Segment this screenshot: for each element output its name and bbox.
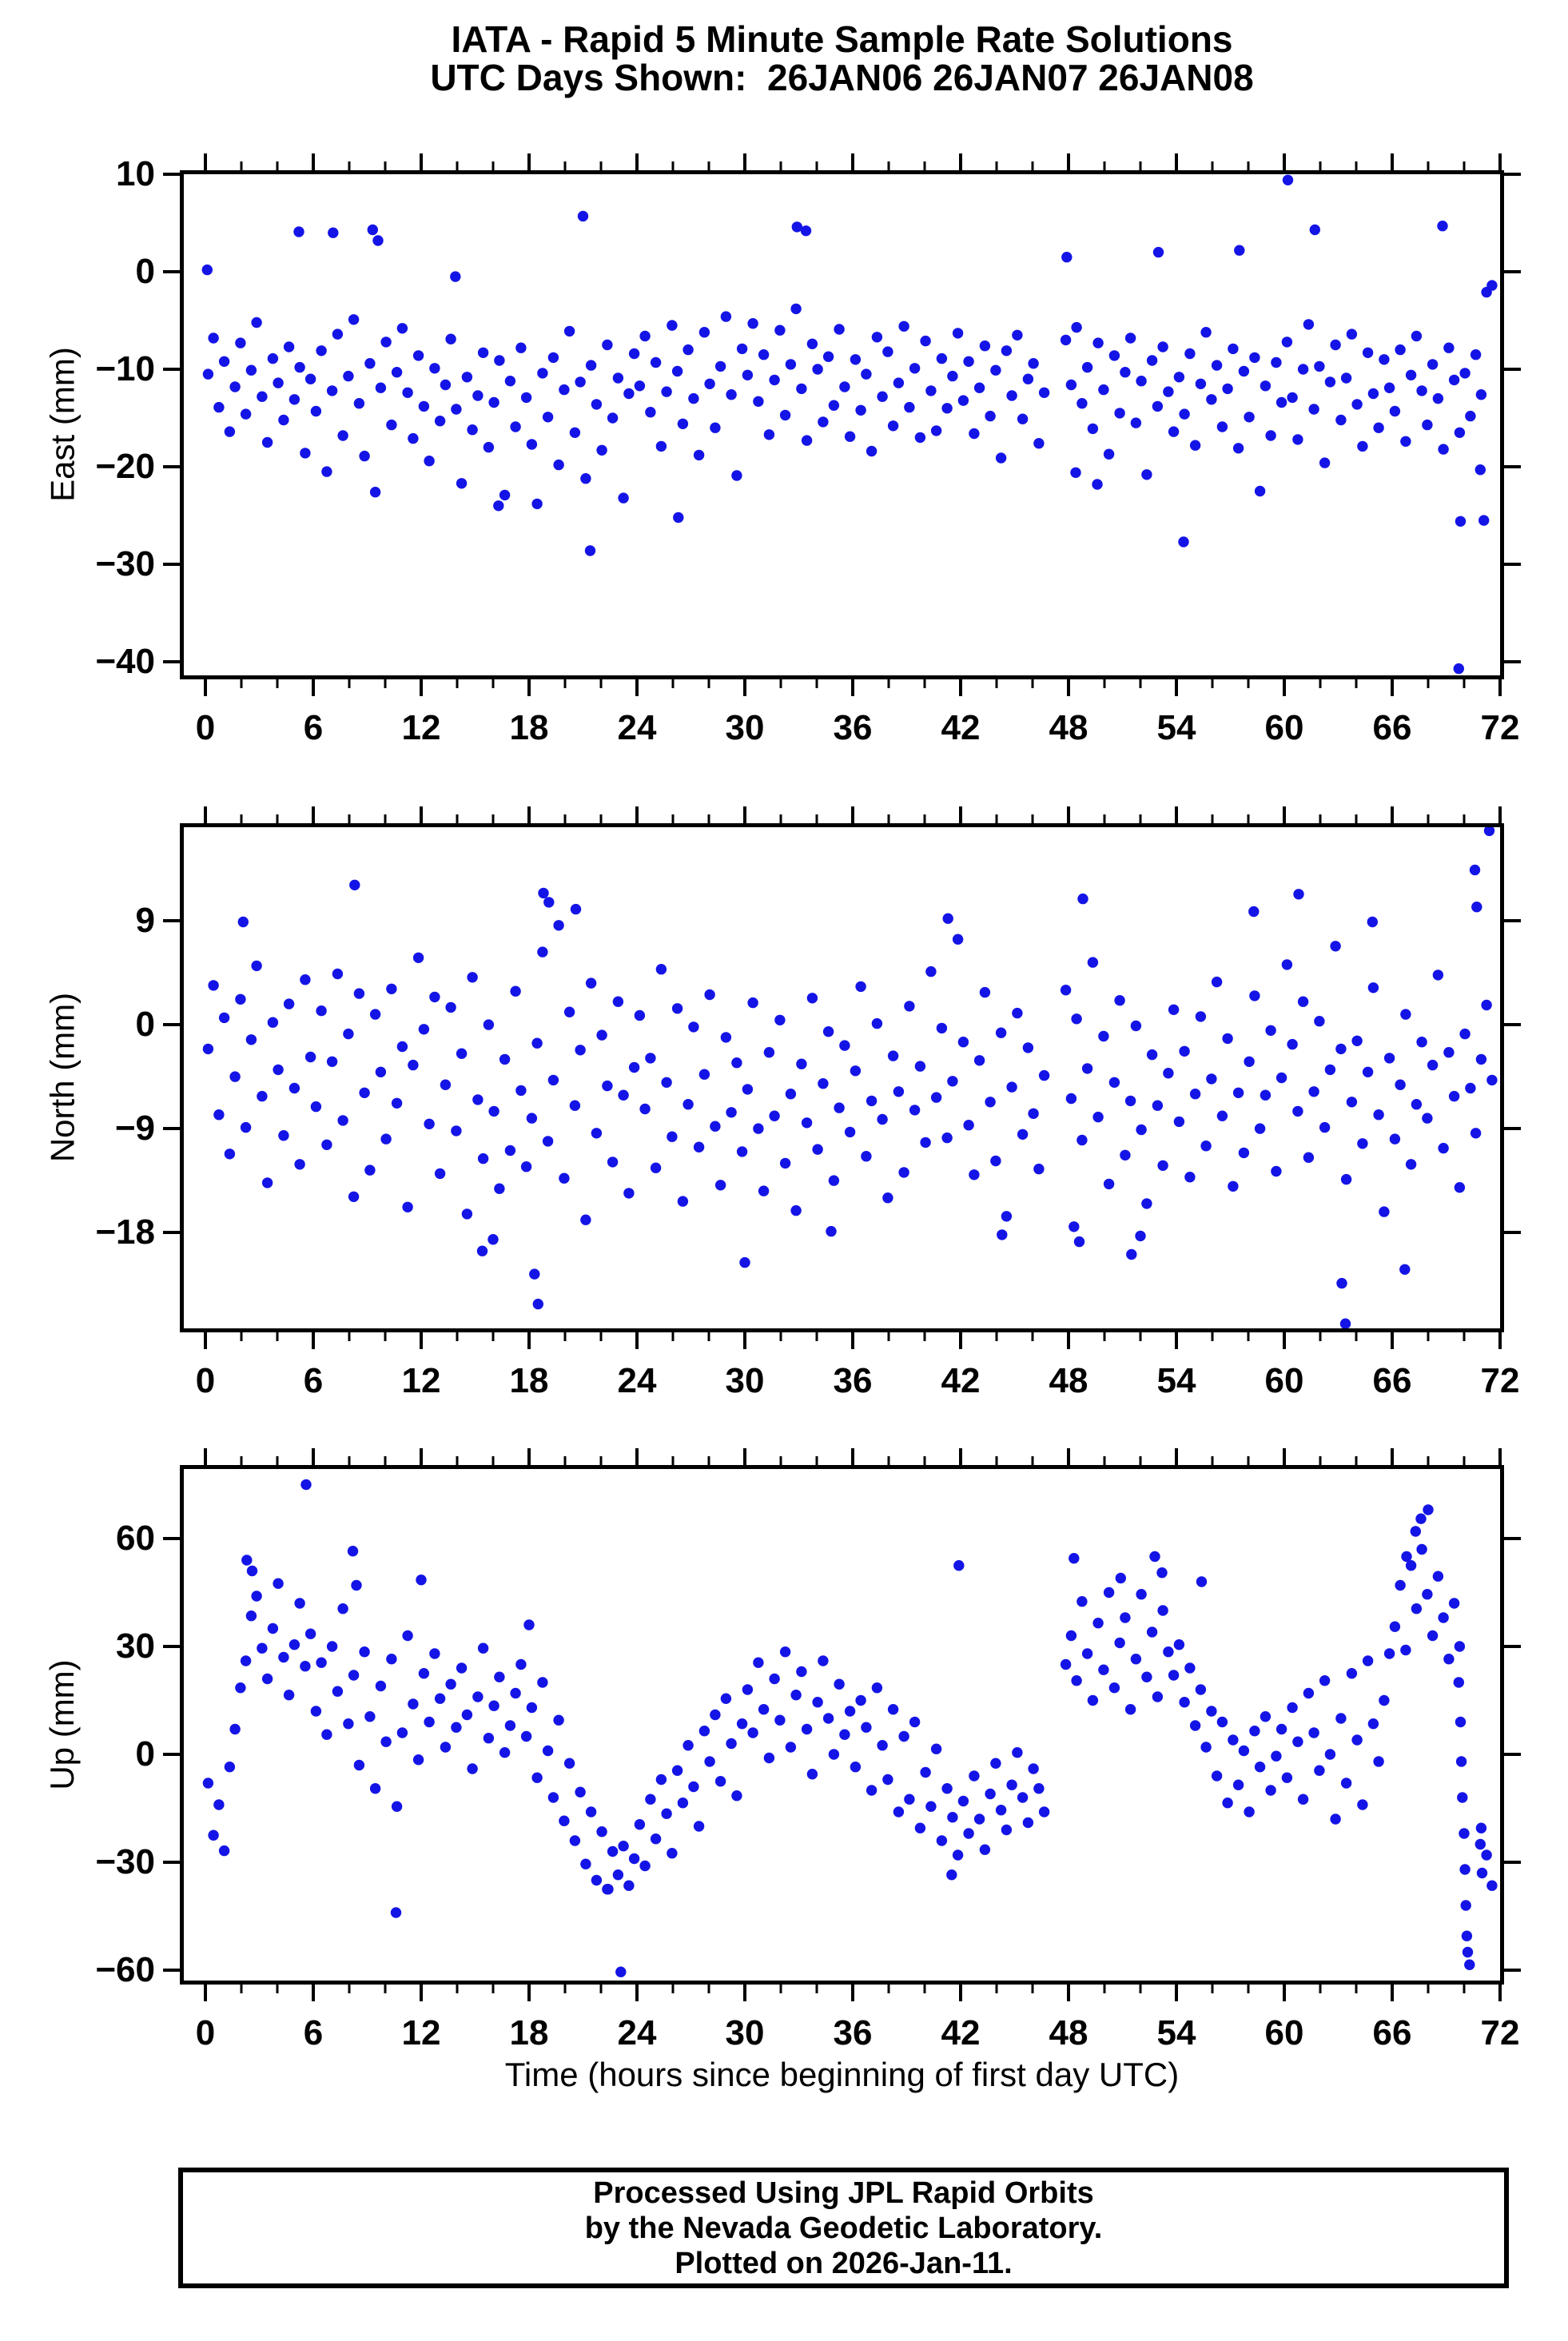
footer-line-1: Processed Using JPL Rapid Orbits [593,2176,1094,2210]
y-tick-label: −9 [114,1109,155,1149]
x-tick-label: 60 [1264,1361,1304,1400]
x-tick-label: 42 [941,2013,981,2052]
x-tick-label: 42 [941,708,981,747]
y-tick-label: −40 [95,642,155,682]
chart-title-line-1: IATA - Rapid 5 Minute Sample Rate Soluti… [451,18,1233,60]
x-tick-label: 36 [833,1361,873,1400]
east-scatter-svg [163,153,1521,696]
y-tick-label: 0 [135,1734,155,1774]
x-tick-label: 12 [401,1361,441,1400]
east-y-axis-label: East (mm) [43,347,82,502]
x-tick-label: 18 [509,708,549,747]
x-axis-title: Time (hours since beginning of first day… [504,2056,1180,2093]
x-tick-label: 12 [401,2013,441,2052]
north-y-axis-label: North (mm) [43,992,82,1163]
x-tick-label: 0 [195,2013,216,2052]
y-tick-label: −10 [95,349,155,389]
x-tick-label: 24 [617,1361,657,1400]
y-tick-label: −30 [95,1841,155,1881]
x-tick-label: 0 [195,708,216,747]
x-tick-label: 66 [1372,2013,1412,2052]
x-tick-label: 6 [303,2013,324,2052]
y-tick-label: −60 [95,1949,155,1989]
x-tick-label: 72 [1480,2013,1520,2052]
y-tick-label: 10 [116,154,155,193]
chart-title-line-2: UTC Days Shown: 26JAN06 26JAN07 26JAN08 [430,57,1254,98]
up-scatter-svg [163,1448,1521,2001]
y-tick-label: −30 [95,544,155,584]
footer-line-3: Plotted on 2026-Jan-11. [675,2246,1013,2280]
x-tick-label: 72 [1480,708,1520,747]
x-tick-label: 6 [303,708,324,747]
y-tick-label: −18 [95,1212,155,1252]
x-tick-label: 6 [303,1361,324,1400]
footer-line-2: by the Nevada Geodetic Laboratory. [584,2211,1103,2245]
x-tick-label: 48 [1049,1361,1088,1400]
x-tick-label: 24 [617,2013,657,2052]
y-tick-label: 30 [116,1626,155,1666]
x-tick-label: 66 [1372,1361,1412,1400]
x-tick-label: 30 [725,708,765,747]
x-tick-label: 18 [509,1361,549,1400]
x-tick-label: 66 [1372,708,1412,747]
x-tick-label: 30 [725,2013,765,2052]
x-tick-label: 12 [401,708,441,747]
x-tick-label: 54 [1156,1361,1196,1400]
x-tick-label: 48 [1049,2013,1088,2052]
x-tick-label: 72 [1480,1361,1520,1400]
x-tick-label: 0 [195,1361,216,1400]
x-tick-label: 36 [833,2013,873,2052]
x-tick-label: 24 [617,708,657,747]
y-tick-label: 0 [135,252,155,291]
y-tick-label: 0 [135,1005,155,1045]
x-tick-label: 42 [941,1361,981,1400]
x-tick-label: 18 [509,2013,549,2052]
north-scatter-svg [163,806,1521,1349]
x-tick-label: 54 [1156,708,1196,747]
footer-box: Processed Using JPL Rapid Orbits by the … [178,2168,1509,2288]
y-tick-label: 60 [116,1518,155,1558]
x-tick-label: 30 [725,1361,765,1400]
y-tick-label: 9 [135,901,155,941]
x-tick-label: 60 [1264,708,1304,747]
x-tick-label: 60 [1264,2013,1304,2052]
y-tick-label: −20 [95,447,155,487]
x-tick-label: 36 [833,708,873,747]
x-tick-label: 54 [1156,2013,1196,2052]
x-tick-label: 48 [1049,708,1088,747]
